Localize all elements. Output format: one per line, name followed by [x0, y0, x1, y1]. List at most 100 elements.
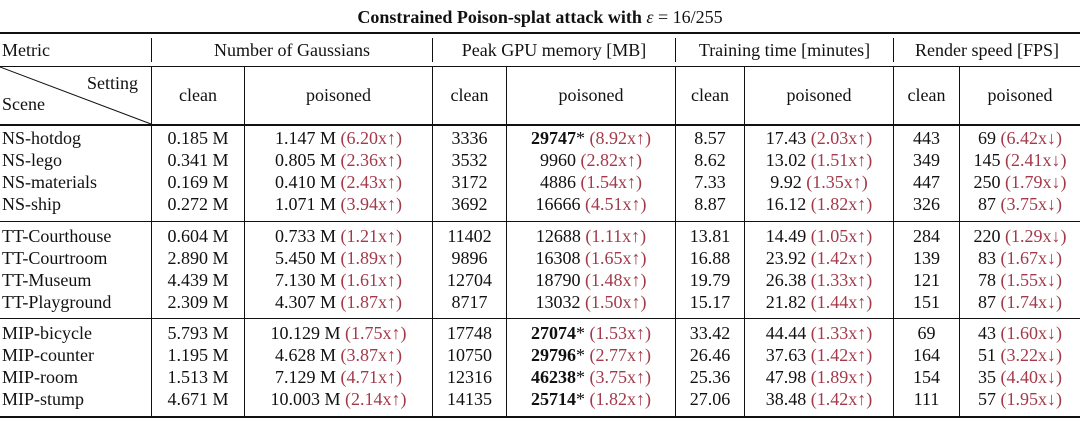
- ratio-badge-time: (1.42x↑): [810, 345, 873, 365]
- table-caption: Constrained Poison-splat attack with ε =…: [0, 0, 1080, 30]
- ratio-badge-fps: (2.41x↓): [1005, 150, 1067, 170]
- clean-value-fps: 443: [913, 128, 940, 148]
- poisoned-value-fps: 43: [978, 323, 996, 343]
- clean-value-gauss: 5.793 M: [167, 323, 229, 343]
- poisoned-cell-mem: 16666 (4.51x↑): [507, 193, 675, 215]
- ratio-badge-gauss: (3.94x↑): [340, 194, 403, 214]
- setting-label: Setting: [86, 73, 138, 93]
- poisoned-value-fps: 87: [978, 194, 996, 214]
- ratio-badge-fps: (1.74x↓): [1000, 292, 1063, 312]
- poisoned-cell-fps: 83 (1.67x↓): [960, 247, 1080, 269]
- header-separator: [675, 38, 676, 62]
- clean-value-fps: 154: [913, 367, 940, 387]
- ratio-badge-gauss: (1.89x↑): [340, 248, 403, 268]
- ratio-badge-fps: (4.40x↓): [1000, 367, 1063, 387]
- clean-value-fps: 151: [913, 292, 940, 312]
- poisoned-cell-time: 21.82 (1.44x↑): [745, 291, 893, 313]
- poisoned-value-fps: 145: [973, 150, 1001, 170]
- clean-value-fps: 164: [913, 345, 940, 365]
- group-header-fps: Render speed [FPS]: [915, 40, 1059, 60]
- clean-value-mem: 17748: [447, 323, 492, 343]
- ratio-badge-gauss: (2.14x↑): [345, 389, 407, 409]
- clean-value-fps: 326: [913, 194, 940, 214]
- ratio-badge-fps: (1.95x↓): [1000, 389, 1063, 409]
- scene-name: TT-Courthouse: [2, 226, 112, 246]
- clean-value-mem: 3692: [451, 194, 488, 214]
- column-divider: [959, 67, 960, 416]
- subheader-clean: clean: [691, 85, 729, 105]
- poisoned-value-gauss: 4.307 M: [274, 292, 336, 312]
- ratio-badge-gauss: (2.36x↑): [340, 150, 403, 170]
- poisoned-cell-gauss: 10.129 M (1.75x↑): [245, 322, 432, 344]
- poisoned-cell-gauss: 0.410 M (2.43x↑): [245, 171, 432, 193]
- ratio-badge-time: (1.33x↑): [810, 323, 873, 343]
- poisoned-cell-fps: 78 (1.55x↓): [960, 269, 1080, 291]
- scene-name: TT-Playground: [2, 292, 112, 312]
- poisoned-value-fps: 87: [978, 292, 996, 312]
- scene-name: NS-hotdog: [2, 128, 82, 148]
- poisoned-value-time: 17.43: [765, 128, 807, 148]
- poisoned-value-mem: 18790: [535, 270, 581, 290]
- poisoned-value-mem: 29747: [531, 128, 576, 148]
- ratio-badge-mem: (1.65x↑): [585, 248, 647, 268]
- ratio-badge-time: (1.05x↑): [810, 226, 873, 246]
- poisoned-cell-mem: 13032 (1.50x↑): [507, 291, 675, 313]
- poisoned-cell-gauss: 7.129 M (4.71x↑): [245, 366, 432, 388]
- poisoned-cell-fps: 57 (1.95x↓): [960, 388, 1080, 410]
- poisoned-value-gauss: 0.733 M: [274, 226, 336, 246]
- scene-name: TT-Museum: [2, 270, 92, 290]
- poisoned-value-gauss: 0.805 M: [274, 150, 336, 170]
- poisoned-cell-time: 14.49 (1.05x↑): [745, 225, 893, 247]
- ratio-badge-time: (1.33x↑): [810, 270, 873, 290]
- poisoned-value-gauss: 10.003 M: [270, 389, 341, 409]
- ratio-badge-gauss: (3.87x↑): [340, 345, 403, 365]
- clean-value-gauss: 4.671 M: [167, 389, 229, 409]
- poisoned-cell-mem: 9960 (2.82x↑): [507, 149, 675, 171]
- poisoned-cell-time: 26.38 (1.33x↑): [745, 269, 893, 291]
- ratio-badge-gauss: (1.61x↑): [340, 270, 403, 290]
- clean-value-mem: 8717: [451, 292, 488, 312]
- ratio-badge-fps: (1.60x↓): [1000, 323, 1063, 343]
- poisoned-cell-mem: 12688 (1.11x↑): [507, 225, 675, 247]
- clean-value-mem: 14135: [447, 389, 492, 409]
- scene-name: MIP-counter: [2, 345, 94, 365]
- section-rule-2: [0, 318, 1080, 319]
- clean-value-gauss: 4.439 M: [167, 270, 229, 290]
- poisoned-cell-fps: 87 (3.75x↓): [960, 193, 1080, 215]
- clean-value-fps: 447: [913, 172, 940, 192]
- column-divider: [675, 67, 676, 416]
- poisoned-cell-mem: 16308 (1.65x↑): [507, 247, 675, 269]
- poisoned-cell-time: 9.92 (1.35x↑): [745, 171, 893, 193]
- poisoned-value-mem: 9960: [540, 150, 576, 170]
- poisoned-cell-gauss: 1.147 M (6.20x↑): [245, 127, 432, 149]
- poisoned-value-time: 9.92: [770, 172, 802, 192]
- subheader-clean: clean: [179, 85, 217, 105]
- subheader-poisoned: poisoned: [306, 85, 371, 105]
- poisoned-value-gauss: 5.450 M: [274, 248, 336, 268]
- group-header-rule: [0, 66, 1080, 67]
- clean-value-fps: 139: [913, 248, 940, 268]
- subheader-poisoned: poisoned: [786, 85, 852, 105]
- clean-value-time: 16.88: [689, 248, 731, 268]
- clean-value-time: 19.79: [689, 270, 731, 290]
- poisoned-value-time: 14.49: [765, 226, 807, 246]
- ratio-badge-time: (1.42x↑): [810, 248, 873, 268]
- metric-label: Metric: [2, 40, 50, 60]
- clean-value-gauss: 2.309 M: [167, 292, 229, 312]
- poisoned-cell-time: 37.63 (1.42x↑): [745, 344, 893, 366]
- poisoned-cell-gauss: 0.805 M (2.36x↑): [245, 149, 432, 171]
- caption-epsilon: ε: [646, 7, 654, 27]
- subheader-clean: clean: [450, 85, 489, 105]
- significance-star: *: [576, 345, 585, 365]
- poisoned-cell-mem: 27074* (1.53x↑): [507, 322, 675, 344]
- poisoned-value-fps: 220: [973, 226, 1001, 246]
- poisoned-value-fps: 250: [973, 172, 1001, 192]
- clean-value-gauss: 0.341 M: [167, 150, 229, 170]
- poisoned-value-fps: 35: [978, 367, 996, 387]
- scene-name: NS-lego: [2, 150, 62, 170]
- setting-scene-diagonal: [0, 67, 152, 125]
- poisoned-value-fps: 51: [978, 345, 996, 365]
- poisoned-cell-time: 17.43 (2.03x↑): [745, 127, 893, 149]
- clean-value-gauss: 0.185 M: [167, 128, 229, 148]
